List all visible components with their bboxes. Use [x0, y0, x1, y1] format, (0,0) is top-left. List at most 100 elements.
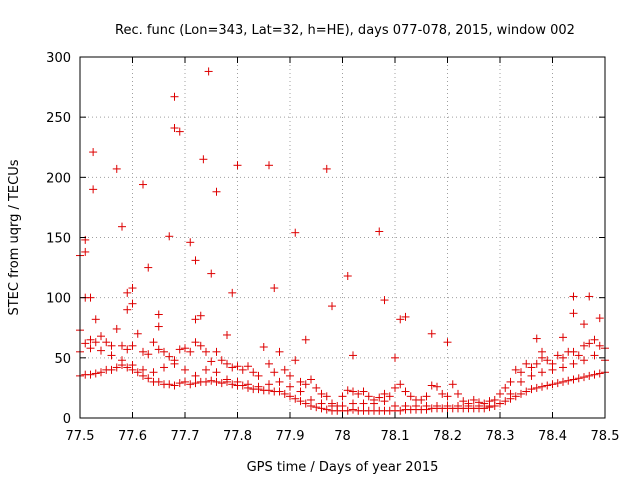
- data-point: [364, 392, 373, 401]
- data-point: [102, 338, 111, 347]
- data-point: [417, 395, 426, 404]
- data-point: [186, 347, 195, 356]
- data-point: [469, 395, 478, 404]
- data-point: [585, 292, 594, 301]
- data-point: [349, 399, 357, 408]
- data-point: [128, 284, 137, 293]
- data-point: [244, 362, 252, 371]
- x-tick-label: 77.7: [171, 429, 200, 444]
- data-point: [233, 161, 242, 170]
- data-point: [380, 397, 389, 406]
- data-point: [212, 368, 221, 377]
- x-tick-label: 78.3: [486, 429, 515, 444]
- data-point: [223, 359, 231, 368]
- data-point: [401, 387, 410, 396]
- data-point: [517, 377, 525, 386]
- data-point: [291, 394, 300, 403]
- data-point: [595, 314, 604, 323]
- data-point: [438, 389, 447, 398]
- data-point: [548, 380, 557, 389]
- x-axis-label: GPS time / Days of year 2015: [247, 460, 439, 475]
- data-point: [286, 382, 294, 391]
- data-point: [585, 339, 594, 348]
- data-point: [527, 363, 536, 372]
- x-tick-label: 78.1: [381, 429, 410, 444]
- x-tick-label: 77.8: [223, 429, 252, 444]
- x-tick-label: 78.4: [538, 429, 567, 444]
- data-point: [81, 339, 90, 348]
- data-point: [433, 401, 441, 410]
- data-point: [128, 299, 137, 308]
- data-point: [301, 399, 310, 408]
- data-point: [191, 371, 200, 380]
- data-point: [244, 380, 252, 389]
- data-point: [569, 347, 578, 356]
- data-point: [312, 383, 321, 392]
- x-tick-label: 78.5: [591, 429, 620, 444]
- data-point: [144, 263, 153, 272]
- data-point: [354, 389, 363, 398]
- data-point: [391, 383, 399, 392]
- data-point: [86, 293, 95, 302]
- data-point: [123, 345, 132, 354]
- data-point: [443, 401, 452, 410]
- data-point: [89, 185, 98, 194]
- data-point: [202, 347, 210, 356]
- data-point: [464, 401, 473, 410]
- data-point: [427, 381, 436, 390]
- data-point: [496, 389, 504, 398]
- data-point: [170, 92, 179, 101]
- data-point: [574, 374, 583, 383]
- data-point: [406, 392, 415, 401]
- data-point: [91, 338, 100, 347]
- data-point: [265, 380, 273, 389]
- data-point: [454, 401, 462, 410]
- y-tick-label: 150: [46, 232, 71, 247]
- data-point: [107, 351, 116, 360]
- data-point: [186, 380, 195, 389]
- data-point: [559, 333, 567, 342]
- data-point: [307, 375, 315, 384]
- data-point: [343, 386, 352, 395]
- data-point: [396, 315, 405, 324]
- data-point: [270, 284, 279, 293]
- data-point: [128, 361, 137, 370]
- data-point: [154, 377, 163, 386]
- data-point: [212, 347, 221, 356]
- chart-title: Rec. func (Lon=343, Lat=32, h=HE), days …: [115, 23, 575, 38]
- data-point: [385, 392, 394, 401]
- data-point: [196, 341, 205, 350]
- data-point: [338, 401, 347, 410]
- data-point: [343, 272, 352, 281]
- data-point: [559, 363, 567, 372]
- data-point: [396, 406, 405, 415]
- data-point: [165, 352, 174, 361]
- data-point: [181, 365, 189, 374]
- data-point: [154, 322, 163, 331]
- y-tick-label: 50: [54, 352, 71, 367]
- data-point: [511, 365, 520, 374]
- data-point: [580, 356, 588, 365]
- data-point: [328, 401, 336, 410]
- data-point: [317, 389, 326, 398]
- y-axis-label: STEC from uqrg / TECUs: [7, 159, 22, 315]
- data-point: [328, 302, 336, 311]
- data-point: [559, 353, 567, 362]
- data-point: [170, 123, 179, 132]
- data-point: [312, 403, 321, 412]
- data-point: [154, 310, 163, 319]
- data-point: [501, 383, 510, 392]
- y-tick-label: 300: [46, 51, 71, 66]
- data-point: [522, 359, 531, 368]
- data-point: [97, 368, 105, 377]
- data-point: [160, 347, 168, 356]
- data-point: [207, 376, 216, 385]
- data-point: [199, 155, 208, 164]
- data-point: [427, 329, 436, 338]
- data-point: [517, 368, 525, 377]
- y-tick-label: 250: [46, 111, 71, 126]
- data-point: [564, 376, 573, 385]
- data-point: [580, 320, 588, 329]
- data-point: [475, 401, 483, 410]
- data-point: [217, 379, 226, 388]
